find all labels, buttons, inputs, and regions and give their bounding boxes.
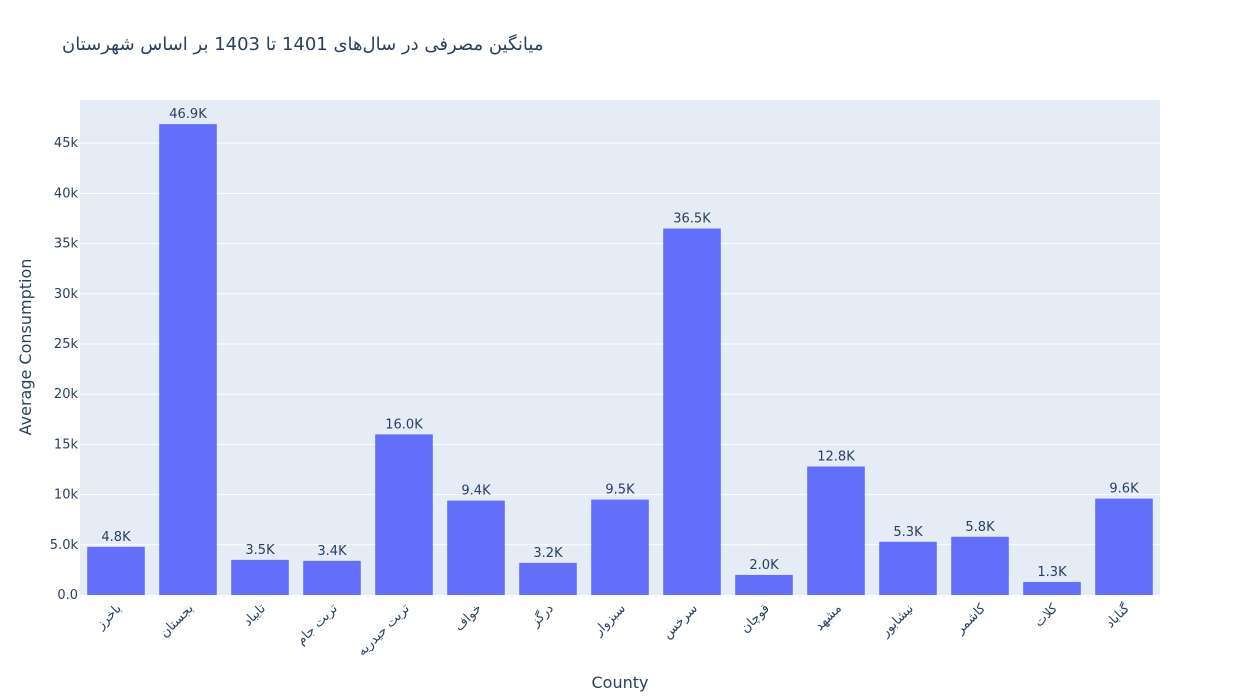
x-axis-title: County <box>592 673 649 692</box>
x-tick-label: تربت حیدریه <box>355 601 413 659</box>
bar-data-label: 5.3K <box>893 525 923 540</box>
y-tick-label: 25k <box>54 337 79 352</box>
y-tick-label: 15k <box>54 437 79 452</box>
bar <box>1023 581 1081 595</box>
x-tick-label: تربت جام <box>294 601 341 648</box>
x-axis-ticks: باخرز بجستان تایباد تربت جام تربت حیدریه خواف… <box>93 600 1133 659</box>
bar-data-label: 1.3K <box>1037 565 1067 580</box>
x-tick-label: قوچان <box>738 601 773 636</box>
bar-data-label: 36.5K <box>673 212 711 227</box>
bar-data-label: 9.5K <box>605 483 635 498</box>
x-tick-label: گناباد <box>1102 600 1133 631</box>
x-tick-label: بجستان <box>157 601 197 641</box>
y-tick-label: 10k <box>54 488 79 503</box>
bar-data-label: 16.0K <box>385 417 423 432</box>
x-tick-label: مشهد <box>812 601 845 634</box>
y-tick-label: 30k <box>54 287 79 302</box>
x-tick-label: تایباد <box>241 601 269 629</box>
bar <box>231 559 289 595</box>
x-tick-label: سبزوار <box>591 601 629 639</box>
bar-data-label: 9.6K <box>1109 482 1139 497</box>
bar <box>1095 498 1153 595</box>
bar-data-label: 12.8K <box>817 449 855 464</box>
x-tick-label: خواف <box>452 601 485 634</box>
y-tick-label: 5.0k <box>50 538 79 553</box>
bar <box>807 466 865 595</box>
x-tick-label: نیشابور <box>877 601 916 640</box>
x-tick-label: باخرز <box>93 601 125 633</box>
bar-data-label: 9.4K <box>461 484 491 499</box>
bar <box>519 562 577 595</box>
bar <box>375 434 433 595</box>
y-tick-label: 35k <box>54 237 79 252</box>
bar-data-label: 4.8K <box>101 530 131 545</box>
bar <box>663 228 721 595</box>
bar-data-label: 3.4K <box>317 544 347 559</box>
y-tick-label: 40k <box>54 186 79 201</box>
bar <box>735 574 793 595</box>
bar-labels: 4.8K 46.9K 3.5K 3.4K 16.0K 9.4K 3.2K 9.5K 36.5K 2… <box>101 107 1139 580</box>
x-tick-label: کلات <box>1032 601 1062 631</box>
bars <box>87 124 1153 596</box>
x-tick-label: درگز <box>527 600 557 630</box>
y-tick-label: 20k <box>54 387 79 402</box>
gridlines <box>80 142 1160 546</box>
y-tick-label: 0.0 <box>57 588 78 603</box>
chart-title: میانگین مصرفی در سال‌های 1401 تا 1403 بر… <box>62 33 544 55</box>
bar <box>879 541 937 595</box>
bar <box>591 499 649 595</box>
x-tick-label: کاشمر <box>952 601 989 638</box>
bar-data-label: 3.2K <box>533 546 563 561</box>
bar <box>87 546 145 595</box>
bar <box>951 536 1009 595</box>
bar-data-label: 2.0K <box>749 558 779 573</box>
y-axis-title: Average Consumption <box>16 259 35 436</box>
bar <box>159 124 217 596</box>
y-axis-ticks: 0.0 5.0k 10k 15k 20k 25k 30k 35k 40k 45k <box>50 136 79 603</box>
bar-data-label: 46.9K <box>169 107 207 122</box>
bar-data-label: 3.5K <box>245 543 275 558</box>
y-tick-label: 45k <box>54 136 79 151</box>
bar-data-label: 5.8K <box>965 520 995 535</box>
bar <box>303 560 361 595</box>
bar <box>447 500 505 595</box>
x-tick-label: سرخس <box>660 601 701 642</box>
